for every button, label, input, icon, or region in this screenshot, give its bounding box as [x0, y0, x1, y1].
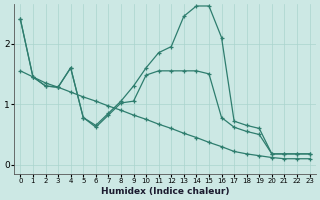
X-axis label: Humidex (Indice chaleur): Humidex (Indice chaleur) [101, 187, 229, 196]
